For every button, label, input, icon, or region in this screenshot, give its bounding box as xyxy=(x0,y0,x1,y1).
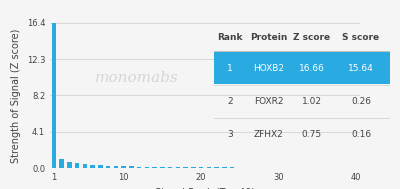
Bar xyxy=(52,20,56,168)
Text: Protein: Protein xyxy=(250,33,287,42)
Bar xyxy=(183,167,188,168)
Bar xyxy=(168,167,172,168)
Text: Z score: Z score xyxy=(293,33,330,42)
Text: 16.66: 16.66 xyxy=(299,64,325,73)
Bar xyxy=(144,167,149,168)
Bar xyxy=(214,167,219,168)
Bar xyxy=(98,165,103,168)
Bar xyxy=(114,166,118,168)
FancyBboxPatch shape xyxy=(214,52,390,84)
Text: monomabs: monomabs xyxy=(95,71,179,85)
X-axis label: Signal Rank (Top 40): Signal Rank (Top 40) xyxy=(155,188,255,189)
Text: ZFHX2: ZFHX2 xyxy=(254,130,284,139)
Bar xyxy=(222,167,227,168)
Bar xyxy=(82,164,87,168)
Bar xyxy=(245,167,250,168)
Text: 0.16: 0.16 xyxy=(351,130,371,139)
Bar xyxy=(230,167,234,168)
Bar xyxy=(206,167,211,168)
Bar xyxy=(129,166,134,168)
Bar xyxy=(106,166,110,168)
Text: 0.75: 0.75 xyxy=(302,130,322,139)
Bar xyxy=(59,159,64,168)
Bar xyxy=(176,167,180,168)
Bar xyxy=(121,166,126,168)
Bar xyxy=(160,167,165,168)
Bar xyxy=(90,165,95,168)
Text: 1: 1 xyxy=(227,64,233,73)
Text: FOXR2: FOXR2 xyxy=(254,97,283,106)
Text: 2: 2 xyxy=(227,97,233,106)
Text: Rank: Rank xyxy=(217,33,242,42)
Bar xyxy=(191,167,196,168)
Bar xyxy=(67,162,72,168)
Bar xyxy=(152,167,157,168)
Bar xyxy=(238,167,242,168)
Text: HOXB2: HOXB2 xyxy=(253,64,284,73)
Text: S score: S score xyxy=(342,33,380,42)
Text: 15.64: 15.64 xyxy=(348,64,374,73)
Y-axis label: Strength of Signal (Z score): Strength of Signal (Z score) xyxy=(11,28,21,163)
Text: 0.26: 0.26 xyxy=(351,97,371,106)
Bar xyxy=(199,167,204,168)
Bar xyxy=(137,167,142,168)
Text: 3: 3 xyxy=(227,130,233,139)
Bar xyxy=(75,163,80,168)
Text: 1.02: 1.02 xyxy=(302,97,322,106)
